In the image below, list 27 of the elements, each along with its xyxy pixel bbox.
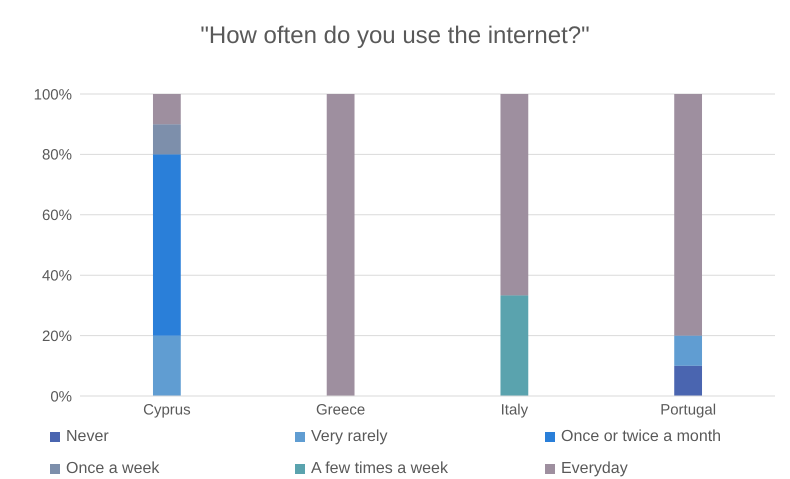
x-tick-label: Cyprus	[143, 402, 191, 419]
x-tick-label: Portugal	[660, 402, 716, 419]
legend-label: Once or twice a month	[561, 428, 722, 446]
bar	[674, 366, 702, 396]
y-tick-label: 0%	[50, 388, 72, 406]
bar	[674, 336, 702, 366]
legend-label: Never	[66, 428, 109, 446]
y-tick-label: 20%	[42, 328, 72, 345]
legend-label: A few times a week	[311, 460, 448, 478]
x-tick-label: Italy	[500, 402, 529, 419]
bar	[152, 124, 181, 154]
legend-label: Everyday	[561, 460, 628, 478]
bar	[500, 94, 528, 296]
bar	[152, 94, 181, 124]
legend-label: Once a week	[66, 460, 160, 478]
chart-title: "How often do you use the internet?"	[199, 22, 591, 50]
x-tick-label: Greece	[316, 402, 366, 419]
y-tick-label: 60%	[42, 207, 72, 224]
bar	[152, 154, 181, 336]
bar	[500, 295, 528, 396]
y-tick-label: 40%	[42, 268, 72, 285]
bar	[674, 94, 702, 336]
bar	[152, 336, 181, 396]
y-tick-label: 100%	[34, 86, 72, 104]
bar	[326, 94, 355, 396]
legend-label: Very rarely	[311, 428, 388, 446]
y-tick-label: 80%	[42, 146, 72, 164]
